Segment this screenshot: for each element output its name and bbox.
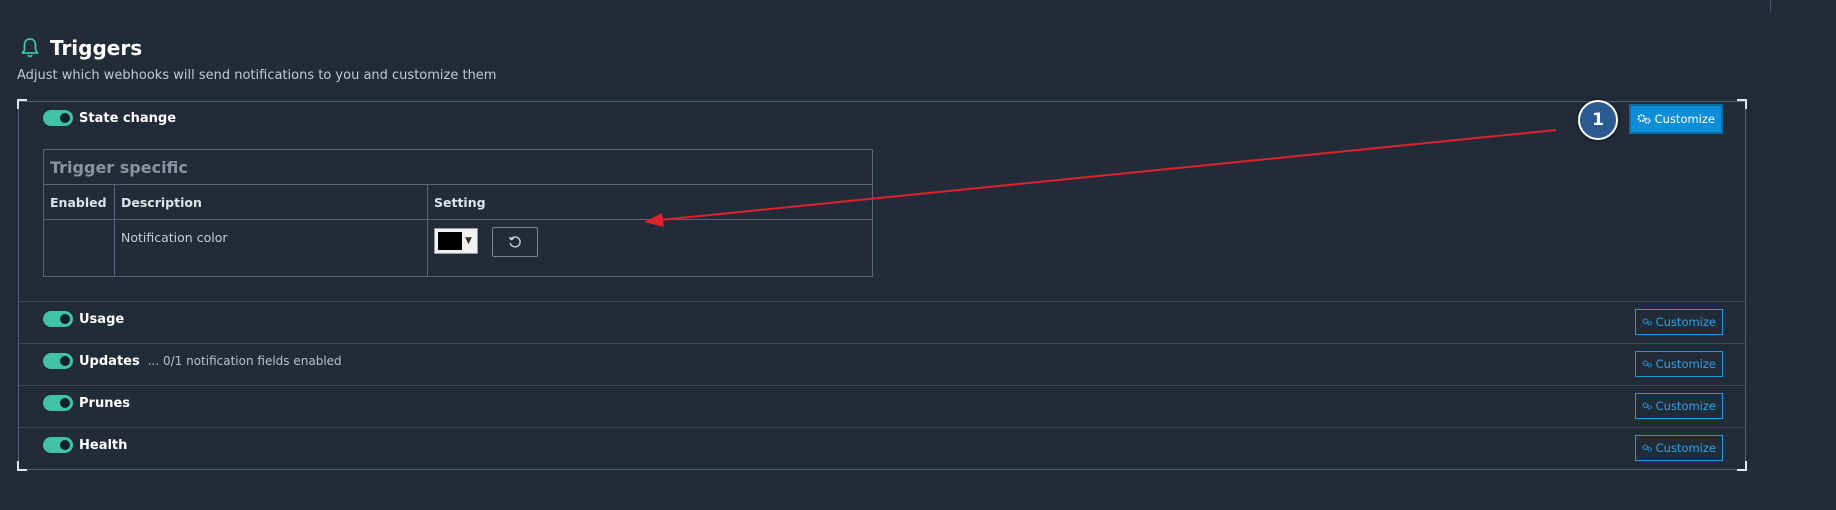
reset-icon [508, 236, 521, 248]
customize-label: Customize [1655, 441, 1716, 455]
gears-icon [1637, 114, 1651, 124]
column-header-enabled: Enabled [43, 184, 115, 220]
customize-button-updates[interactable]: Customize [1635, 351, 1723, 377]
bell-icon [21, 38, 39, 58]
triggers-panel: State change Customize Trigger specific … [17, 99, 1747, 471]
trigger-specific-table: Trigger specific Enabled Description Set… [43, 149, 873, 277]
setting-cell: ▼ [427, 219, 873, 277]
customize-label: Customize [1654, 112, 1715, 126]
customize-button-usage[interactable]: Customize [1635, 309, 1723, 335]
color-swatch [438, 232, 462, 250]
trigger-row-usage: Usage Customize [19, 301, 1745, 344]
reset-color-button[interactable] [491, 227, 538, 257]
trigger-row-health: Health Customize [19, 427, 1745, 470]
page-title: Triggers [50, 36, 143, 60]
notification-color-picker[interactable]: ▼ [434, 228, 478, 254]
trigger-row-state-change: State change Customize Trigger specific … [19, 101, 1745, 302]
enabled-cell [43, 219, 115, 277]
gears-icon [1642, 318, 1652, 326]
step-badge: 1 [1578, 100, 1618, 140]
column-header-description: Description [114, 184, 428, 220]
customize-label: Customize [1655, 315, 1716, 329]
chevron-down-icon: ▼ [465, 236, 472, 246]
state-change-toggle[interactable] [43, 110, 73, 126]
usage-toggle[interactable] [43, 311, 73, 327]
column-header-setting: Setting [427, 184, 873, 220]
scrollbar-edge [1770, 0, 1771, 12]
trigger-row-prunes: Prunes Customize [19, 385, 1745, 428]
description-cell: Notification color [114, 219, 428, 277]
table-row: Notification color ▼ [43, 219, 873, 277]
corner-marker [17, 99, 27, 109]
corner-marker [1737, 461, 1747, 471]
trigger-label: State change [79, 110, 177, 126]
gears-icon [1642, 402, 1652, 410]
corner-marker [17, 461, 27, 471]
health-toggle[interactable] [43, 437, 73, 453]
gears-icon [1642, 360, 1652, 368]
customize-label: Customize [1655, 399, 1716, 413]
customize-button-health[interactable]: Customize [1635, 435, 1723, 461]
updates-toggle[interactable] [43, 353, 73, 369]
customize-button-prunes[interactable]: Customize [1635, 393, 1723, 419]
page-subtitle: Adjust which webhooks will send notifica… [17, 68, 497, 83]
customize-button-state-change[interactable]: Customize [1629, 104, 1723, 134]
prunes-toggle[interactable] [43, 395, 73, 411]
trigger-row-updates: Updates ... 0/1 notification fields enab… [19, 343, 1745, 386]
table-title: Trigger specific [43, 149, 873, 185]
section-header: Triggers [20, 36, 142, 60]
trigger-summary: ... 0/1 notification fields enabled [147, 354, 342, 368]
trigger-label: Usage [79, 311, 125, 327]
trigger-label: Prunes [79, 395, 131, 411]
trigger-label: Health [79, 437, 128, 453]
corner-marker [1737, 99, 1747, 109]
trigger-label: Updates [79, 353, 140, 369]
gears-icon [1642, 444, 1652, 452]
customize-label: Customize [1655, 357, 1716, 371]
